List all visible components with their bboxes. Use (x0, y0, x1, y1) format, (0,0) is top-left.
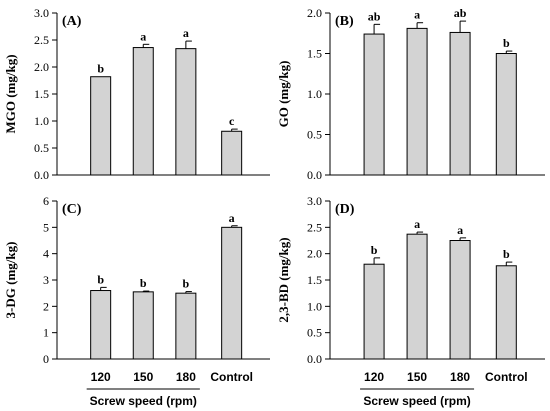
panel-c-significance-letter: b (140, 276, 147, 290)
panel-c-significance-letter: a (229, 211, 235, 225)
panel-b-bar-120 (363, 33, 385, 176)
panel-c-bar-control (221, 226, 243, 360)
panel-b-y-tick-label: 0.5 (307, 128, 322, 142)
panel-b-significance-letter: ab (454, 6, 467, 20)
panel-b-y-tick-label: 2.0 (307, 6, 322, 20)
panel-a-y-tick-label: 3.0 (34, 6, 49, 20)
panel-c-bar-180 (175, 292, 197, 360)
panel-d-category-label: 120 (364, 370, 384, 384)
panel-d-bar-control (495, 265, 517, 360)
panel-c-y-tick-label: 5 (43, 220, 49, 234)
panel-d-y-tick-label: 2.0 (307, 247, 322, 261)
panel-d-category-label: 180 (450, 370, 470, 384)
panel-b-bar-control (495, 53, 517, 176)
panel-d-significance-letter: b (371, 243, 378, 257)
panel-c-y-tick-label: 3 (43, 273, 49, 287)
panel-d-significance-letter: b (503, 247, 510, 261)
panel-d-x-axis-title: Screw speed (rpm) (363, 394, 470, 408)
panel-a: 0.0 0.5 1.0 1.5 2.0 2.5 3.0 MGO (mg/kg) (A) b a a c (3, 6, 270, 182)
panel-c: 0 1 2 3 4 5 6 3-DG (mg/kg) (C) b b b a (3, 194, 270, 366)
panel-b-bar-150 (406, 27, 428, 176)
panel-a-significance-letter: a (140, 29, 146, 43)
panel-d-y-axis-title: 2,3-BD (mg/kg) (276, 237, 291, 322)
panel-c-significance-letter: b (183, 277, 190, 291)
panel-b-bar-180 (449, 31, 471, 176)
panel-a-y-axis-title: MGO (mg/kg) (3, 54, 18, 133)
panel-a-bar-180 (175, 48, 197, 176)
panel-b-significance-letter: b (503, 36, 510, 50)
panel-a-y-tick-label: 0.5 (34, 141, 49, 155)
panel-c-y-tick-label: 4 (43, 247, 49, 261)
panel-c-y-tick-label: 2 (43, 299, 49, 313)
panel-b-label: (B) (335, 14, 354, 29)
panel-d-y-tick-label: 1.0 (307, 299, 322, 313)
panel-b-y-axis-title: GO (mg/kg) (276, 61, 291, 128)
panel-d-y-tick-label: 1.5 (307, 273, 322, 287)
panel-a-y-tick-label: 2.0 (34, 60, 49, 74)
panel-d-y-tick-label: 0.0 (307, 352, 322, 366)
panel-d-y-tick-label: 3.0 (307, 194, 322, 208)
panel-a-label: (A) (62, 14, 82, 29)
panel-c-y-axis-title: 3-DG (mg/kg) (3, 242, 18, 319)
panel-a-significance-letter: a (183, 26, 189, 40)
panel-d-y-tick-label: 2.5 (307, 220, 322, 234)
panel-c-bar-150 (132, 291, 154, 360)
panel-d-y-tick-label: 0.5 (307, 326, 322, 340)
panel-d-bar-180 (449, 240, 471, 360)
panel-c-bar-120 (90, 290, 112, 360)
panel-d-category-label: Control (485, 370, 528, 384)
panel-c-x-axis-title: Screw speed (rpm) (90, 394, 197, 408)
panel-a-y-tick-label: 2.5 (34, 33, 49, 47)
panel-b-y-tick-label: 0.0 (307, 168, 322, 182)
panel-b-significance-letter: a (414, 8, 420, 22)
panel-b-y-tick-label: 1.5 (307, 47, 322, 61)
panel-a-bar-150 (132, 47, 154, 176)
panel-b-y-tick-label: 1.0 (307, 87, 322, 101)
panel-d-category-label: 150 (407, 370, 427, 384)
panel-a-bar-120 (90, 76, 112, 176)
panel-a-bar-control (221, 130, 243, 176)
panel-a-y-tick-label: 0.0 (34, 168, 49, 182)
panel-c-category-label: Control (210, 370, 253, 384)
panel-a-significance-letter: b (97, 62, 104, 76)
panel-a-y-tick-label: 1.5 (34, 87, 49, 101)
panel-c-y-tick-label: 6 (43, 194, 49, 208)
panel-d-significance-letter: a (457, 223, 463, 237)
panel-d: 0.0 0.5 1.0 1.5 2.0 2.5 3.0 2,3-BD (mg/kg) (D) b a… (276, 194, 545, 366)
panel-d-significance-letter: a (414, 217, 420, 231)
panel-a-y-tick-label: 1.0 (34, 114, 49, 128)
panel-b: 0.0 0.5 1.0 1.5 2.0 GO (mg/kg) (B) ab a ab b (276, 6, 545, 182)
panel-c-y-tick-label: 1 (43, 326, 49, 340)
panel-c-category-label: 180 (176, 370, 196, 384)
panel-c-y-tick-label: 0 (43, 352, 49, 366)
panel-c-category-label: 120 (91, 370, 111, 384)
panel-d-label: (D) (335, 202, 355, 217)
panel-a-significance-letter: c (229, 114, 235, 128)
panel-c-label: (C) (62, 202, 82, 217)
panel-c-category-label: 150 (133, 370, 153, 384)
x-axis-groups: 120 150 180 Control Screw speed (rpm) 120 150 1… (86, 370, 528, 408)
panel-d-bar-150 (406, 233, 428, 360)
panel-c-significance-letter: b (97, 272, 104, 286)
panel-b-significance-letter: ab (368, 9, 381, 23)
panel-d-bar-120 (363, 263, 385, 360)
